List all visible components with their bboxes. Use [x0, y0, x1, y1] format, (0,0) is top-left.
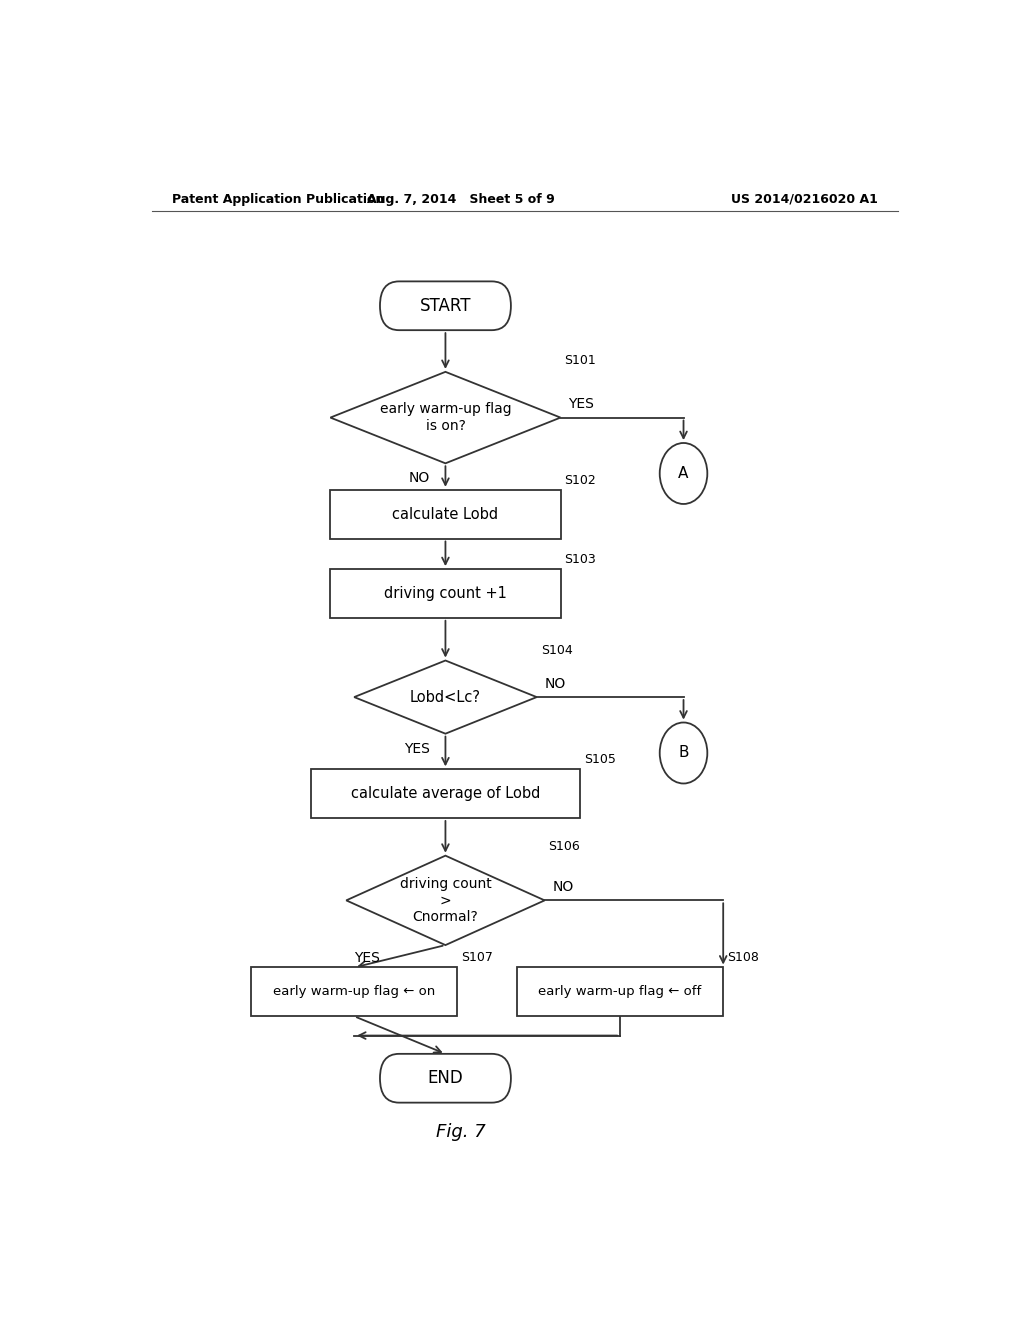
Text: B: B	[678, 746, 689, 760]
FancyBboxPatch shape	[310, 770, 581, 818]
Circle shape	[659, 722, 708, 784]
Text: S105: S105	[585, 754, 616, 766]
Text: NO: NO	[553, 880, 573, 894]
Text: S107: S107	[461, 952, 494, 965]
Text: END: END	[428, 1069, 463, 1088]
Text: YES: YES	[354, 952, 380, 965]
Text: S108: S108	[727, 952, 759, 965]
FancyBboxPatch shape	[517, 968, 723, 1016]
Polygon shape	[331, 372, 560, 463]
Text: S102: S102	[564, 474, 596, 487]
Text: Fig. 7: Fig. 7	[436, 1123, 486, 1140]
Text: Lobd<Lc?: Lobd<Lc?	[410, 689, 481, 705]
Text: START: START	[420, 297, 471, 314]
Text: YES: YES	[403, 742, 430, 756]
Text: Patent Application Publication: Patent Application Publication	[172, 193, 384, 206]
Text: US 2014/0216020 A1: US 2014/0216020 A1	[731, 193, 878, 206]
Text: early warm-up flag ← on: early warm-up flag ← on	[273, 985, 435, 998]
FancyBboxPatch shape	[380, 281, 511, 330]
Text: driving count +1: driving count +1	[384, 586, 507, 601]
Text: S106: S106	[549, 840, 581, 853]
FancyBboxPatch shape	[251, 968, 458, 1016]
Text: A: A	[678, 466, 689, 480]
Text: YES: YES	[568, 397, 594, 412]
Text: Aug. 7, 2014   Sheet 5 of 9: Aug. 7, 2014 Sheet 5 of 9	[368, 193, 555, 206]
Text: driving count
>
Cnormal?: driving count > Cnormal?	[399, 878, 492, 924]
Circle shape	[659, 444, 708, 504]
Text: early warm-up flag ← off: early warm-up flag ← off	[539, 985, 701, 998]
FancyBboxPatch shape	[380, 1053, 511, 1102]
FancyBboxPatch shape	[331, 569, 560, 618]
Polygon shape	[354, 660, 537, 734]
Text: NO: NO	[409, 471, 430, 486]
Text: S104: S104	[541, 644, 572, 657]
Text: S103: S103	[564, 553, 596, 566]
Text: calculate average of Lobd: calculate average of Lobd	[351, 787, 540, 801]
Text: calculate Lobd: calculate Lobd	[392, 507, 499, 521]
FancyBboxPatch shape	[331, 490, 560, 539]
Text: S101: S101	[564, 354, 596, 367]
Polygon shape	[346, 855, 545, 945]
Text: NO: NO	[545, 677, 566, 690]
Text: early warm-up flag
is on?: early warm-up flag is on?	[380, 403, 511, 433]
